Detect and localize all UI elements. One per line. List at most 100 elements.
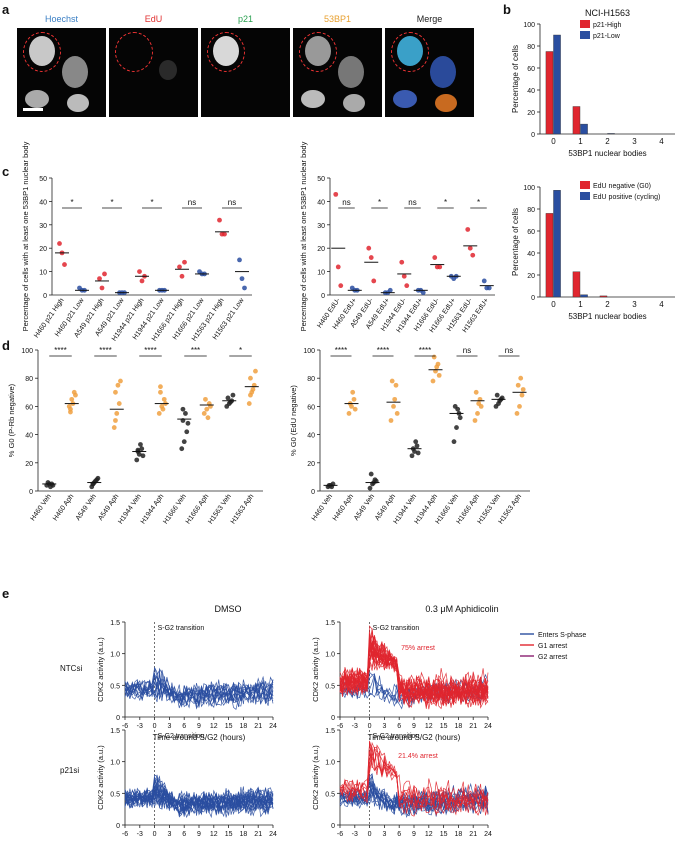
y-tick-label: 0 — [43, 293, 47, 300]
data-point — [515, 382, 521, 388]
data-point — [118, 378, 123, 384]
data-point — [183, 411, 188, 416]
x-tick-label: -3 — [137, 723, 143, 730]
x-tick-label: 3 — [167, 831, 171, 838]
data-point — [138, 442, 143, 447]
significance-label: * — [150, 198, 153, 207]
x-tick-label: H1666 Veh — [162, 493, 188, 525]
y-tick-label: 1.0 — [325, 652, 335, 659]
y-tick-label: 0 — [331, 715, 335, 722]
significance-label: **** — [99, 346, 111, 355]
data-point — [394, 411, 400, 416]
trace-line — [124, 778, 274, 814]
y-tick-label: 60 — [25, 404, 33, 411]
legend-label: G2 arrest — [538, 654, 567, 661]
y-tick-label: 0.5 — [325, 683, 335, 690]
data-point — [182, 259, 187, 265]
trace-line — [339, 741, 489, 813]
y-tick-label: 0 — [311, 489, 315, 496]
x-tick-label: 12 — [425, 723, 433, 730]
y-axis-label: Percentage of cells — [511, 208, 520, 276]
y-tick-label: 0 — [29, 489, 33, 496]
y-tick-label: 40 — [307, 433, 315, 440]
significance-label: * — [110, 198, 113, 207]
data-point — [389, 378, 395, 384]
trace-line — [339, 644, 489, 705]
x-tick-label: 3 — [632, 137, 637, 146]
y-tick-label: 1.5 — [110, 728, 120, 735]
data-point — [242, 285, 247, 291]
x-tick-label: A549 Aph — [97, 493, 120, 522]
data-point — [434, 364, 440, 370]
y-tick-label: 0 — [321, 293, 325, 300]
significance-label: * — [70, 198, 73, 207]
y-tick-label: 20 — [307, 461, 315, 468]
trace-line — [124, 674, 274, 708]
significance-label: * — [444, 198, 447, 207]
data-point — [366, 245, 372, 251]
x-tick-label: 1 — [578, 300, 583, 309]
y-tick-label: 1.0 — [325, 760, 335, 767]
bar — [607, 133, 615, 135]
significance-label: ns — [188, 198, 196, 207]
chart-title: NCI-H1563 — [585, 8, 630, 18]
x-tick-label: 1 — [578, 137, 583, 146]
x-tick-label: 0 — [551, 137, 556, 146]
x-tick-label: 15 — [440, 723, 448, 730]
column-title-aphidicolin: 0.3 μM Aphidicolin — [425, 604, 498, 614]
x-tick-label: 21 — [254, 831, 262, 838]
x-tick-label: 12 — [210, 831, 218, 838]
data-point — [431, 354, 437, 360]
x-tick-label: 3 — [382, 831, 386, 838]
x-tick-label: 12 — [210, 723, 218, 730]
legend-label: EdU positive (cycling) — [593, 194, 660, 201]
data-point — [333, 191, 339, 197]
legend-swatch — [580, 31, 590, 39]
y-tick-label: 50 — [39, 176, 47, 183]
significance-label: ns — [463, 346, 471, 355]
x-tick-label: -6 — [122, 831, 128, 838]
x-tick-label: H460 Aph — [52, 493, 75, 522]
data-point — [179, 273, 185, 279]
significance-label: * — [239, 346, 242, 355]
y-tick-label: 0.5 — [110, 683, 120, 690]
data-point — [514, 411, 520, 416]
y-tick-label: 1.5 — [325, 620, 335, 627]
data-point — [517, 404, 522, 409]
data-point — [401, 273, 407, 279]
data-point — [248, 375, 253, 381]
data-point — [95, 475, 101, 481]
data-point — [455, 406, 461, 412]
channel-label-53bp1: 53BP1 — [323, 14, 352, 24]
data-point — [248, 392, 253, 398]
trace-line — [124, 674, 274, 706]
data-point — [475, 411, 480, 416]
x-tick-label: H1563 Veh — [207, 493, 233, 525]
y-tick-label: 40 — [25, 433, 33, 440]
data-point — [486, 285, 492, 291]
x-axis-label: Time around S/G2 (hours) — [153, 733, 246, 742]
y-tick-label: 60 — [527, 66, 535, 73]
transition-label: S-G2 transition — [158, 625, 205, 632]
data-point — [134, 457, 140, 463]
x-tick-label: 24 — [484, 723, 492, 730]
data-point — [69, 396, 75, 402]
x-tick-label: 18 — [455, 831, 463, 838]
data-point — [246, 401, 252, 406]
data-point — [420, 290, 426, 296]
significance-label: **** — [419, 346, 431, 355]
data-point — [413, 439, 419, 445]
legend-label: G1 arrest — [538, 643, 567, 650]
micro-image-hoechst — [17, 28, 106, 117]
channel-label-edu: EdU — [144, 14, 163, 24]
y-tick-label: 0 — [331, 823, 335, 830]
data-point — [158, 389, 163, 395]
x-tick-label: 15 — [225, 723, 233, 730]
data-point — [478, 404, 484, 409]
x-tick-label: 3 — [167, 723, 171, 730]
y-tick-label: 10 — [39, 270, 47, 277]
data-point — [351, 396, 357, 402]
data-point — [368, 255, 374, 260]
x-tick-label: 9 — [412, 831, 416, 838]
x-tick-label: -3 — [352, 723, 358, 730]
